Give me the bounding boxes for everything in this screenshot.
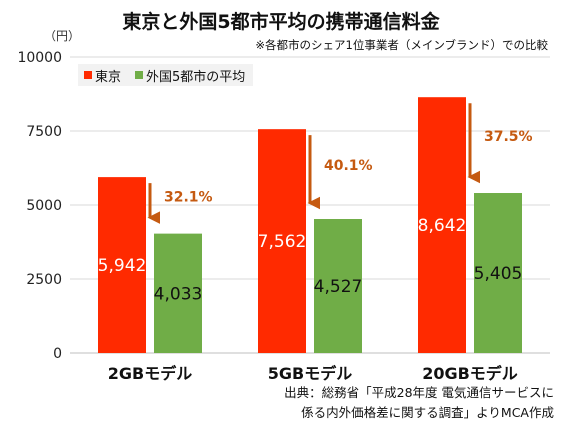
legend-item-tokyo: 東京 [84, 66, 121, 85]
y-axis-unit: （円） [44, 29, 81, 43]
reduction-percent-label: 37.5% [484, 129, 533, 145]
data-label-tokyo: 7,562 [258, 232, 307, 252]
y-tick-label: 2500 [26, 272, 62, 288]
bar-foreign [154, 233, 202, 353]
y-tick-label: 10000 [17, 50, 62, 66]
source-note: 出典：総務省「平成28年度 電気通信サービスに 係る内外価格差に関する調査」より… [134, 383, 554, 423]
data-label-tokyo: 5,942 [98, 256, 147, 276]
bar-tokyo [418, 97, 466, 353]
legend-label-foreign: 外国5都市の平均 [146, 69, 246, 85]
legend: 東京 外国5都市の平均 [78, 64, 254, 86]
chart-title: 東京と外国5都市平均の携帯通信料金 [122, 11, 440, 33]
data-label-foreign: 4,033 [154, 284, 203, 304]
legend-swatch-tokyo [84, 71, 92, 79]
bar-foreign [314, 219, 362, 353]
y-tick-label: 0 [53, 346, 62, 362]
source-note-line-1: 出典：総務省「平成28年度 電気通信サービスに [284, 385, 554, 400]
data-label-tokyo: 8,642 [418, 216, 467, 236]
reduction-percent-label: 40.1% [324, 158, 373, 174]
source-note-line-2: 係る内外価格差に関する調査」よりMCA作成 [301, 405, 554, 420]
legend-label-tokyo: 東京 [95, 69, 122, 85]
bar-tokyo [258, 129, 306, 353]
x-category-label: 20GBモデル [422, 364, 518, 383]
chart-subtitle: ※各都市のシェア1位事業者（メインブランド）での比較 [255, 38, 548, 52]
legend-item-foreign: 外国5都市の平均 [135, 66, 245, 85]
y-tick-label: 7500 [26, 124, 62, 140]
y-tick-label: 5000 [26, 198, 62, 214]
bar-tokyo [98, 177, 146, 353]
x-category-label: 2GBモデル [108, 364, 192, 383]
legend-swatch-foreign [135, 71, 144, 79]
x-category-label: 5GBモデル [268, 364, 352, 383]
bar-foreign [474, 193, 522, 353]
reduction-percent-label: 32.1% [164, 189, 213, 205]
data-label-foreign: 4,527 [314, 277, 363, 297]
data-label-foreign: 5,405 [474, 264, 523, 284]
